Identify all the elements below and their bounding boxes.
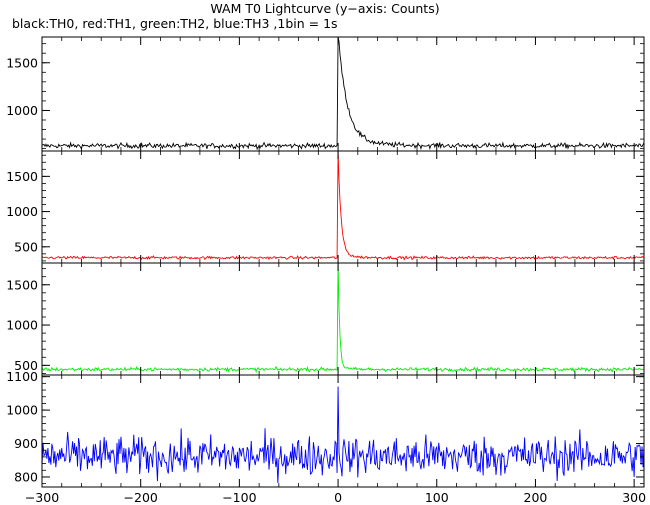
x-tick-label: 300 (622, 490, 646, 505)
panel-frame-th2 (41, 262, 645, 376)
panel-frame-th3 (41, 374, 645, 488)
y-tick-label: 1000 (6, 403, 38, 418)
x-tick-label: 200 (524, 490, 548, 505)
y-tick-label: 1500 (6, 55, 38, 70)
y-tick-label: 1000 (6, 318, 38, 333)
series-line-th1 (41, 151, 645, 261)
x-tick-label: −100 (222, 490, 256, 505)
y-tick-label: 1000 (6, 204, 38, 219)
y-tick-label: 1500 (6, 169, 38, 184)
x-tick-label: −300 (25, 490, 59, 505)
y-tick-label: 800 (14, 469, 38, 484)
series-line-th0 (41, 36, 645, 151)
panel-frame-th1 (41, 150, 645, 264)
y-tick-label: 500 (14, 358, 38, 373)
x-tick-label: 0 (334, 490, 342, 505)
y-tick-label: 1000 (6, 103, 38, 118)
x-tick-label: −200 (124, 490, 158, 505)
y-tick-label: 1500 (6, 277, 38, 292)
y-tick-label: 1100 (6, 369, 38, 384)
panel-frame-th0 (41, 36, 645, 152)
series-line-th3 (41, 386, 645, 484)
y-tick-label: 500 (14, 239, 38, 254)
chart-subtitle: black:TH0, red:TH1, green:TH2, blue:TH3 … (12, 16, 338, 31)
chart-title: WAM T0 Lightcurve (y−axis: Counts) (210, 1, 440, 16)
y-tick-label: 900 (14, 436, 38, 451)
series-line-th2 (41, 262, 645, 374)
x-tick-label: 100 (425, 490, 449, 505)
